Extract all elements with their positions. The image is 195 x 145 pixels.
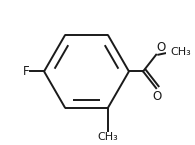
- Text: F: F: [23, 65, 29, 78]
- Text: O: O: [152, 90, 161, 103]
- Text: O: O: [157, 41, 166, 54]
- Text: CH₃: CH₃: [171, 47, 191, 57]
- Text: CH₃: CH₃: [97, 132, 118, 142]
